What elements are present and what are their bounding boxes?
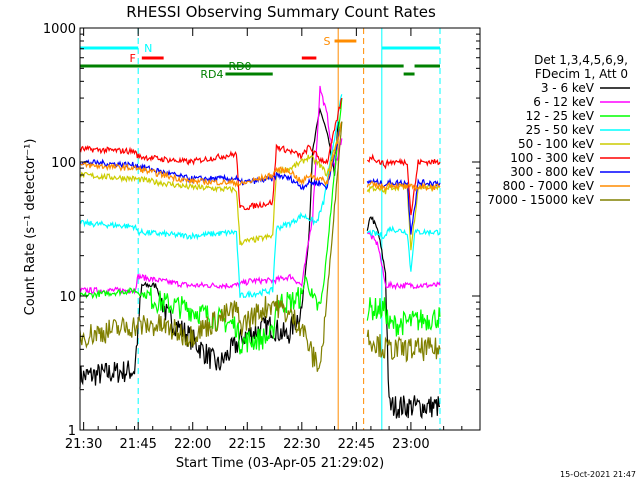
series-line-5-0 — [79, 97, 343, 211]
series-line-1-0 — [79, 85, 343, 295]
x-tick-label-0: 21:30 — [65, 437, 102, 452]
series-line-3-1 — [366, 225, 441, 272]
x-tick-label-1: 21:45 — [119, 437, 156, 452]
legend-label-3: 25 - 50 keV — [526, 123, 595, 137]
series-line-4-0 — [79, 121, 343, 246]
x-tick-label-2: 22:00 — [174, 437, 211, 452]
y-tick-label-0: 1 — [68, 424, 76, 439]
series-line-7-1 — [366, 181, 441, 192]
y-tick-label-2: 100 — [51, 156, 76, 171]
series-line-1-1 — [367, 231, 441, 291]
series-line-0-0 — [79, 107, 339, 389]
observing-annotations: NF S RD0 RD4 — [80, 35, 440, 81]
x-tick-label-6: 23:00 — [392, 437, 429, 452]
legend-label-6: 300 - 800 keV — [510, 165, 594, 179]
series-line-8-0 — [79, 121, 343, 372]
annotation-label-RD0: RD0 — [228, 60, 251, 73]
legend-header-2: FDecim 1, Att 0 — [535, 67, 628, 81]
series-line-5-1 — [366, 153, 441, 216]
annotation-label-S: S — [324, 35, 331, 48]
x-tick-label-5: 22:45 — [338, 437, 375, 452]
series-line-0-1 — [366, 216, 440, 420]
x-tick-label-4: 22:30 — [283, 437, 320, 452]
legend-header-1: Det 1,3,4,5,6,9, — [534, 53, 628, 67]
legend-label-2: 12 - 25 keV — [526, 109, 595, 123]
series-line-8-1 — [366, 329, 441, 363]
legend-label-1: 6 - 12 keV — [533, 95, 595, 109]
legend-label-4: 50 - 100 keV — [518, 137, 595, 151]
annotation-label-F: F — [129, 52, 135, 65]
series-line-2-1 — [366, 297, 441, 337]
series-line-7-0 — [79, 121, 343, 188]
legend-label-0: 3 - 6 keV — [541, 81, 595, 95]
y-tick-label-1: 10 — [59, 290, 76, 305]
timestamp: 15-Oct-2021 21:47 — [560, 470, 636, 479]
chart-title: RHESSI Observing Summary Count Rates — [126, 3, 436, 21]
annotation-label-N: N — [144, 42, 152, 55]
x-tick-label-3: 22:15 — [229, 437, 266, 452]
series-line-2-0 — [79, 98, 343, 355]
x-axis-label: Start Time (03-Apr-05 21:29:02) — [176, 456, 384, 471]
annotation-label-RD4: RD4 — [200, 68, 223, 81]
axes: 21:30 21:45 22:00 22:15 22:30 22:45 23:00 1 10 10… — [43, 22, 481, 452]
series-lines — [79, 85, 441, 420]
y-axis-label: Count Rate (s⁻¹ detector⁻¹) — [23, 139, 38, 316]
legend-label-8: 7000 - 15000 keV — [487, 193, 594, 207]
y-tick-label-3: 1000 — [43, 22, 76, 37]
legend-label-5: 100 - 300 keV — [510, 151, 594, 165]
series-line-3-0 — [79, 94, 343, 299]
legend-label-7: 800 - 7000 keV — [503, 179, 595, 193]
